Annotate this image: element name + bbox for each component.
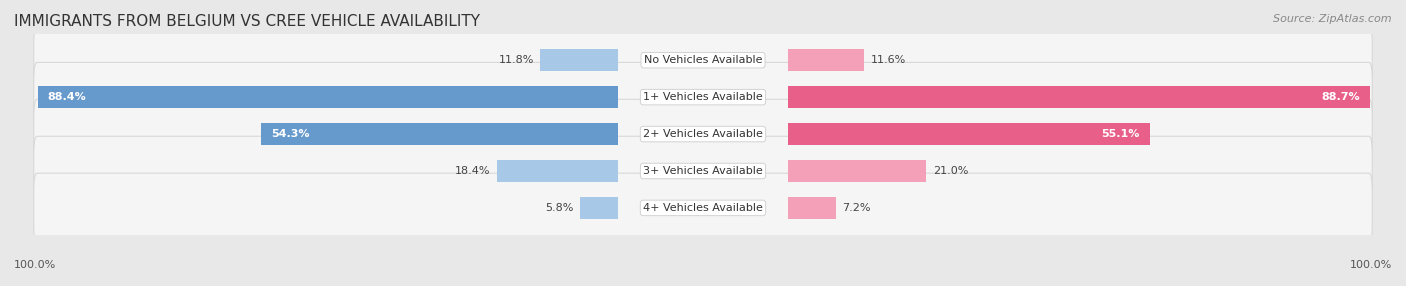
Text: 2+ Vehicles Available: 2+ Vehicles Available bbox=[643, 129, 763, 139]
FancyBboxPatch shape bbox=[34, 136, 1372, 206]
Text: 7.2%: 7.2% bbox=[842, 203, 870, 213]
Bar bbox=[540, 49, 617, 71]
FancyBboxPatch shape bbox=[34, 173, 1372, 243]
Text: 100.0%: 100.0% bbox=[1350, 260, 1392, 270]
Bar bbox=[262, 123, 617, 145]
FancyBboxPatch shape bbox=[34, 62, 1372, 132]
Text: Source: ZipAtlas.com: Source: ZipAtlas.com bbox=[1274, 14, 1392, 24]
Text: IMMIGRANTS FROM BELGIUM VS CREE VEHICLE AVAILABILITY: IMMIGRANTS FROM BELGIUM VS CREE VEHICLE … bbox=[14, 14, 479, 29]
Text: 18.4%: 18.4% bbox=[456, 166, 491, 176]
Bar bbox=[496, 160, 617, 182]
Text: No Vehicles Available: No Vehicles Available bbox=[644, 55, 762, 65]
Text: 11.8%: 11.8% bbox=[498, 55, 534, 65]
Text: 54.3%: 54.3% bbox=[271, 129, 309, 139]
Text: 88.4%: 88.4% bbox=[48, 92, 86, 102]
Text: 5.8%: 5.8% bbox=[544, 203, 574, 213]
Bar bbox=[579, 197, 617, 219]
Bar bbox=[789, 197, 835, 219]
Text: 4+ Vehicles Available: 4+ Vehicles Available bbox=[643, 203, 763, 213]
Bar bbox=[789, 123, 1150, 145]
Text: 88.7%: 88.7% bbox=[1322, 92, 1361, 102]
Text: 1+ Vehicles Available: 1+ Vehicles Available bbox=[643, 92, 763, 102]
Text: 100.0%: 100.0% bbox=[14, 260, 56, 270]
Text: 55.1%: 55.1% bbox=[1102, 129, 1140, 139]
FancyBboxPatch shape bbox=[34, 99, 1372, 169]
Bar bbox=[38, 86, 617, 108]
Text: 11.6%: 11.6% bbox=[870, 55, 907, 65]
Bar bbox=[789, 86, 1371, 108]
Bar bbox=[789, 160, 927, 182]
FancyBboxPatch shape bbox=[34, 25, 1372, 95]
Text: 21.0%: 21.0% bbox=[932, 166, 967, 176]
Bar bbox=[789, 49, 865, 71]
Text: 3+ Vehicles Available: 3+ Vehicles Available bbox=[643, 166, 763, 176]
